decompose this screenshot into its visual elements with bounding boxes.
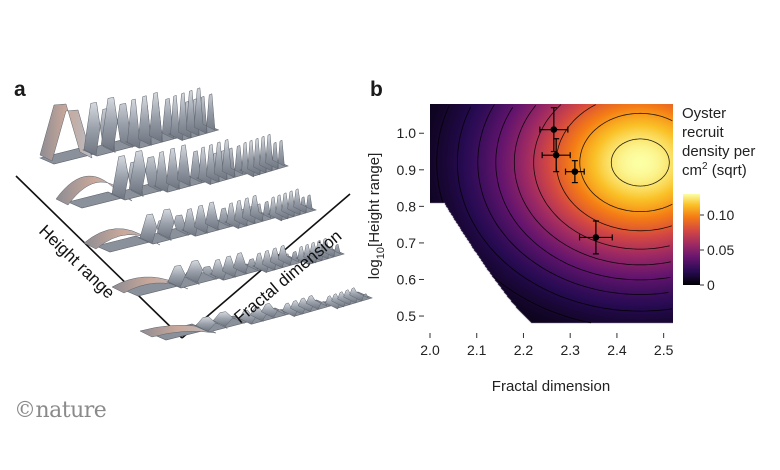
colorbar-tick-label: 0: [707, 277, 715, 293]
heatmap-surface: [430, 104, 673, 327]
y-tick-label: 0.9: [397, 162, 417, 178]
colorbar: Oyster recruit density per cm2 (sqrt) 0.…: [682, 105, 755, 293]
contour-line: [610, 138, 670, 187]
contour-line: [456, 106, 673, 312]
data-point: [578, 220, 613, 255]
data-point: [541, 138, 571, 173]
colorbar-gradient: [683, 194, 700, 285]
x-axis-ticks: 2.0 2.1 2.2 2.3 2.4 2.5: [420, 333, 674, 358]
tile-model: [252, 244, 304, 274]
y-tick-label: 1.0: [397, 125, 417, 141]
colorbar-title-cm: cm: [682, 162, 702, 179]
x-axis-title: Fractal dimension: [492, 378, 610, 395]
tile-model: [125, 92, 178, 149]
y-axis-title: log10[Height range]: [366, 153, 387, 280]
tile-model: [110, 150, 165, 201]
tile-model: [39, 103, 95, 165]
colorbar-title-3: density per: [682, 143, 755, 160]
tile-grid: [39, 87, 373, 341]
tile-model: [295, 237, 345, 266]
contour-line: [495, 107, 671, 281]
data-point: [539, 107, 569, 153]
height-axis-line: [15, 175, 183, 339]
tile-model: [267, 188, 317, 222]
tile-model: [168, 87, 220, 142]
tile-model: [209, 252, 262, 281]
y-axis-title-rest: [Height range]: [366, 153, 383, 247]
tile-model: [166, 259, 221, 289]
tile-model: [194, 311, 249, 333]
tile-model: [280, 295, 332, 318]
tile-model: [181, 201, 234, 237]
colorbar-tick-label: 0.10: [707, 207, 734, 223]
panel-a-illustration: Height range Fractal dimension: [15, 87, 373, 341]
contour-line: [533, 104, 670, 250]
contour-line: [477, 104, 669, 295]
x-tick-label: 2.0: [420, 342, 440, 358]
colorbar-title-sup: 2: [702, 161, 708, 172]
contour-line: [436, 105, 592, 324]
colorbar-tick-label: 0.05: [707, 242, 734, 258]
x-tick-label: 2.2: [514, 342, 534, 358]
y-tick-label: 0.5: [397, 308, 417, 324]
y-tick-label: 0.7: [397, 235, 417, 251]
tile-model: [224, 194, 276, 230]
x-tick-label: 2.3: [560, 342, 580, 358]
x-tick-label: 2.1: [467, 342, 487, 358]
nature-credit: ©nature: [14, 398, 107, 423]
x-tick-label: 2.4: [607, 342, 627, 358]
tile-model: [153, 144, 206, 193]
tile-model: [196, 139, 248, 186]
panel-label-b: b: [370, 78, 383, 101]
tile-model: [237, 303, 290, 325]
tile-model: [138, 208, 193, 245]
tile-model: [82, 97, 137, 157]
tile-model: [139, 323, 217, 341]
colorbar-title-unit: (sqrt): [708, 162, 747, 179]
y-axis-title-log: log: [366, 259, 383, 279]
y-tick-label: 0.8: [397, 198, 417, 214]
colorbar-title-2: recruit: [682, 124, 725, 141]
contour-line: [513, 105, 671, 266]
y-axis-ticks: 0.5 0.6 0.7 0.8 0.9 1.0: [397, 125, 424, 324]
panel-b-chart: 2.0 2.1 2.2 2.3 2.4 2.5 0.5 0.6 0.7 0.8 0.9 1.0 Fr…: [366, 104, 755, 395]
colorbar-title-1: Oyster: [682, 105, 726, 122]
x-tick-label: 2.5: [654, 342, 674, 358]
data-point: [564, 160, 585, 184]
tile-model: [239, 133, 289, 178]
y-axis-title-sub: 10: [375, 247, 387, 259]
colorbar-ticks: 0.10 0.05 0: [700, 207, 734, 293]
y-tick-label: 0.6: [397, 271, 417, 287]
contour-lines: [436, 104, 673, 324]
data-points: [539, 107, 613, 255]
panel-label-a: a: [14, 78, 26, 101]
tile-model: [323, 287, 373, 310]
colorbar-title-4: cm2 (sqrt): [682, 161, 747, 179]
contour-line: [579, 112, 673, 212]
